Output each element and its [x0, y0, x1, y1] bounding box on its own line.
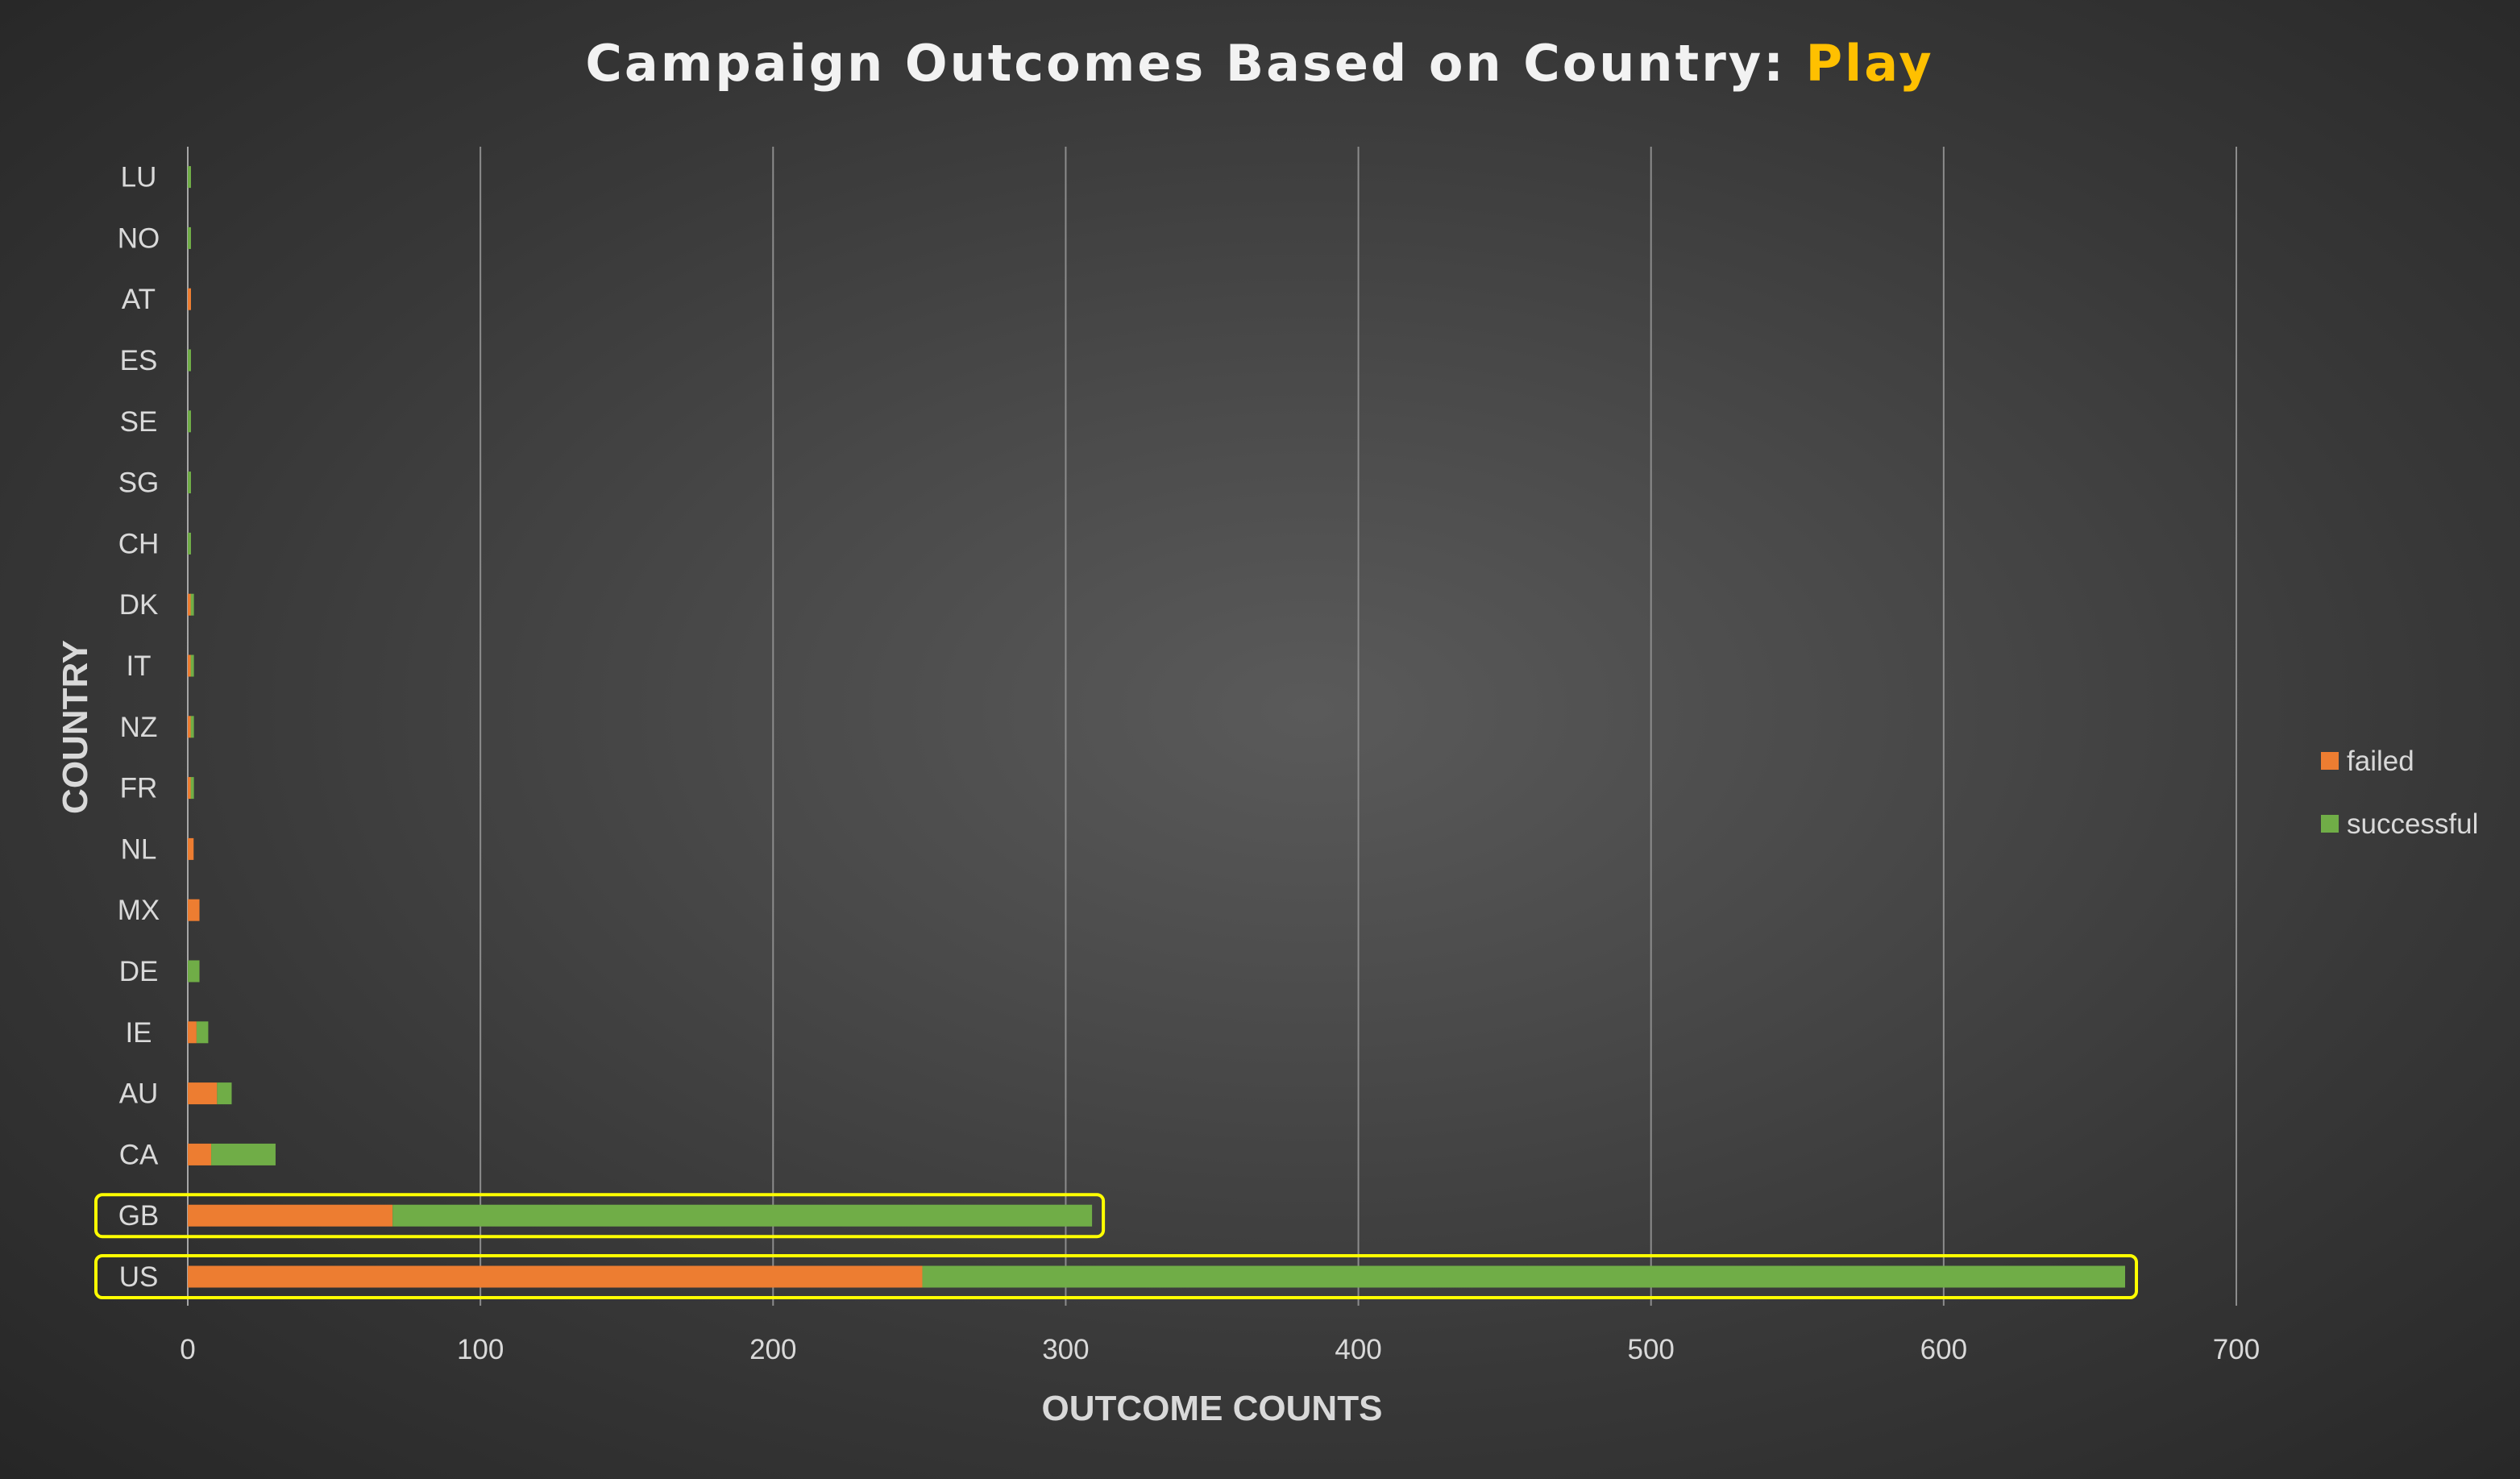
x-tick-labels: 0 100 200 300 400 500 600 700	[180, 1334, 2260, 1365]
bar-ES-successful	[188, 349, 191, 372]
x-tick-label: 400	[1335, 1334, 1381, 1365]
legend-label-failed: failed	[2347, 746, 2414, 777]
gridlines	[187, 147, 2237, 1306]
y-tick-label-NZ: NZ	[120, 712, 158, 743]
chart-title-main: Campaign Outcomes Based on Country:	[585, 34, 1805, 93]
bar-CA-successful	[211, 1143, 276, 1165]
bar-IT-successful	[190, 654, 194, 677]
y-tick-label-CA: CA	[119, 1139, 159, 1170]
bar-IE-failed	[188, 1021, 197, 1044]
y-tick-label-SE: SE	[120, 406, 158, 438]
bar-US-failed	[188, 1265, 923, 1288]
y-tick-labels: US GB CA AU IE DE MX NL FR NZ IT DK CH SG SE ES AT NO LU	[118, 162, 160, 1293]
x-tick-label: 100	[457, 1334, 504, 1365]
legend-swatch-failed	[2321, 752, 2339, 770]
bar-AT-failed	[188, 288, 191, 310]
y-tick-label-NO: NO	[118, 222, 160, 254]
bar-AU-successful	[217, 1082, 232, 1105]
bar-LU-successful	[188, 166, 191, 189]
x-tick-label: 600	[1920, 1334, 1967, 1365]
y-tick-label-IE: IE	[125, 1017, 152, 1049]
bar-NL-failed	[188, 837, 194, 860]
y-tick-label-US: US	[119, 1261, 159, 1293]
y-tick-label-AT: AT	[122, 284, 156, 315]
y-tick-label-AU: AU	[119, 1078, 159, 1110]
x-tick-label: 0	[180, 1334, 195, 1365]
y-tick-label-LU: LU	[121, 162, 157, 193]
y-tick-label-FR: FR	[120, 773, 158, 804]
y-axis-title: COUNTRY	[56, 640, 95, 814]
bar-GB-failed	[188, 1204, 393, 1227]
x-tick-label: 700	[2213, 1334, 2260, 1365]
highlight-box-US	[94, 1254, 2139, 1299]
bar-FR-failed	[188, 777, 191, 800]
bar-NZ-successful	[190, 716, 194, 738]
legend: failed successful	[2321, 746, 2478, 840]
y-tick-label-NL: NL	[121, 833, 157, 865]
y-tick-label-IT: IT	[126, 650, 151, 682]
bar-DK-failed	[188, 593, 191, 616]
bar-IE-successful	[196, 1021, 209, 1044]
highlight-boxes	[94, 1193, 2139, 1299]
x-axis-title: OUTCOME COUNTS	[1042, 1389, 1383, 1428]
x-tick-label: 300	[1042, 1334, 1089, 1365]
x-tick-label: 200	[749, 1334, 796, 1365]
x-tick-label: 500	[1628, 1334, 1675, 1365]
chart-title-highlight: Play	[1806, 34, 1934, 93]
bar-GB-successful	[392, 1204, 1093, 1227]
y-tick-label-ES: ES	[120, 345, 158, 376]
bar-DK-successful	[190, 593, 194, 616]
bar-AU-failed	[188, 1082, 218, 1105]
legend-label-successful: successful	[2347, 808, 2478, 840]
y-tick-label-DE: DE	[119, 956, 159, 987]
bars	[188, 166, 2126, 1288]
bar-NZ-failed	[188, 716, 191, 738]
bar-US-successful	[922, 1265, 2126, 1288]
y-tick-label-SG: SG	[118, 467, 160, 499]
highlight-box-GB	[94, 1193, 1106, 1239]
bar-FR-successful	[190, 777, 194, 800]
y-tick-label-MX: MX	[118, 895, 160, 926]
y-tick-label-DK: DK	[119, 589, 159, 621]
bar-CH-successful	[188, 532, 191, 555]
bar-CA-failed	[188, 1143, 212, 1165]
legend-swatch-successful	[2321, 815, 2339, 833]
bar-IT-failed	[188, 654, 191, 677]
bar-NO-successful	[188, 226, 191, 249]
bar-DE-successful	[188, 960, 200, 983]
chart-title: Campaign Outcomes Based on Country: Play	[585, 34, 1933, 93]
bar-SG-successful	[188, 472, 191, 494]
y-tick-label-GB: GB	[118, 1200, 160, 1232]
y-tick-label-CH: CH	[118, 528, 160, 559]
bar-SE-successful	[188, 410, 191, 433]
bar-MX-failed	[188, 899, 200, 921]
